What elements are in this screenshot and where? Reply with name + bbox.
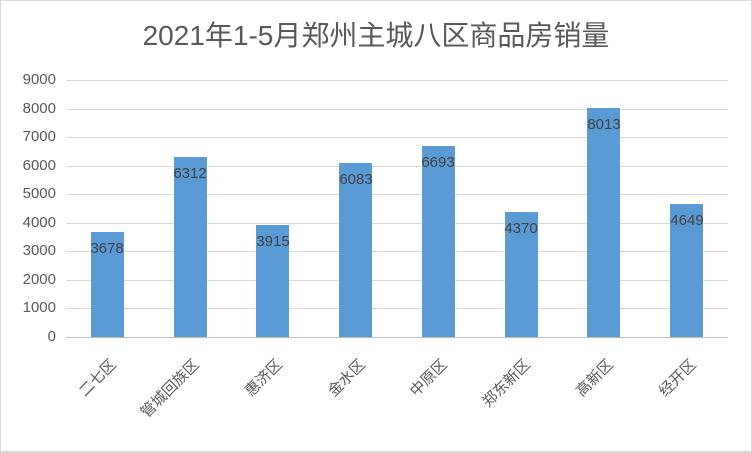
chart-title: 2021年1-5月郑州主城八区商品房销量: [142, 20, 610, 51]
x-axis-line: [66, 337, 728, 338]
y-tick-label: 2000: [22, 271, 56, 288]
data-label: 3678: [90, 240, 124, 257]
gridline: [66, 166, 728, 167]
gridline: [66, 194, 728, 195]
bar[interactable]: [256, 225, 289, 337]
gridline: [66, 251, 728, 252]
bar[interactable]: [505, 212, 538, 337]
data-label: 6693: [421, 154, 455, 171]
y-tick-label: 9000: [22, 71, 56, 88]
data-label: 4649: [670, 212, 704, 229]
y-tick-label: 4000: [22, 214, 56, 231]
data-label: 6083: [339, 171, 373, 188]
y-tick-label: 5000: [22, 185, 56, 202]
gridline: [66, 223, 728, 224]
gridline: [66, 109, 728, 110]
data-label: 6312: [173, 165, 207, 182]
bar[interactable]: [339, 163, 372, 337]
bar[interactable]: [174, 157, 207, 337]
gridline: [66, 308, 728, 309]
y-tick-label: 6000: [22, 157, 56, 174]
y-tick-label: 8000: [22, 100, 56, 117]
y-tick-label: 3000: [22, 242, 56, 259]
gridline: [66, 80, 728, 81]
y-tick-label: 0: [47, 328, 56, 345]
bar[interactable]: [587, 108, 620, 337]
bar[interactable]: [422, 146, 455, 337]
y-tick-label: 1000: [22, 299, 56, 316]
data-label: 3915: [256, 233, 290, 250]
bar[interactable]: [91, 232, 124, 337]
bar[interactable]: [670, 204, 703, 337]
y-tick-label: 7000: [22, 128, 56, 145]
gridline: [66, 137, 728, 138]
data-label: 8013: [587, 116, 621, 133]
gridline: [66, 280, 728, 281]
data-label: 4370: [504, 220, 538, 237]
